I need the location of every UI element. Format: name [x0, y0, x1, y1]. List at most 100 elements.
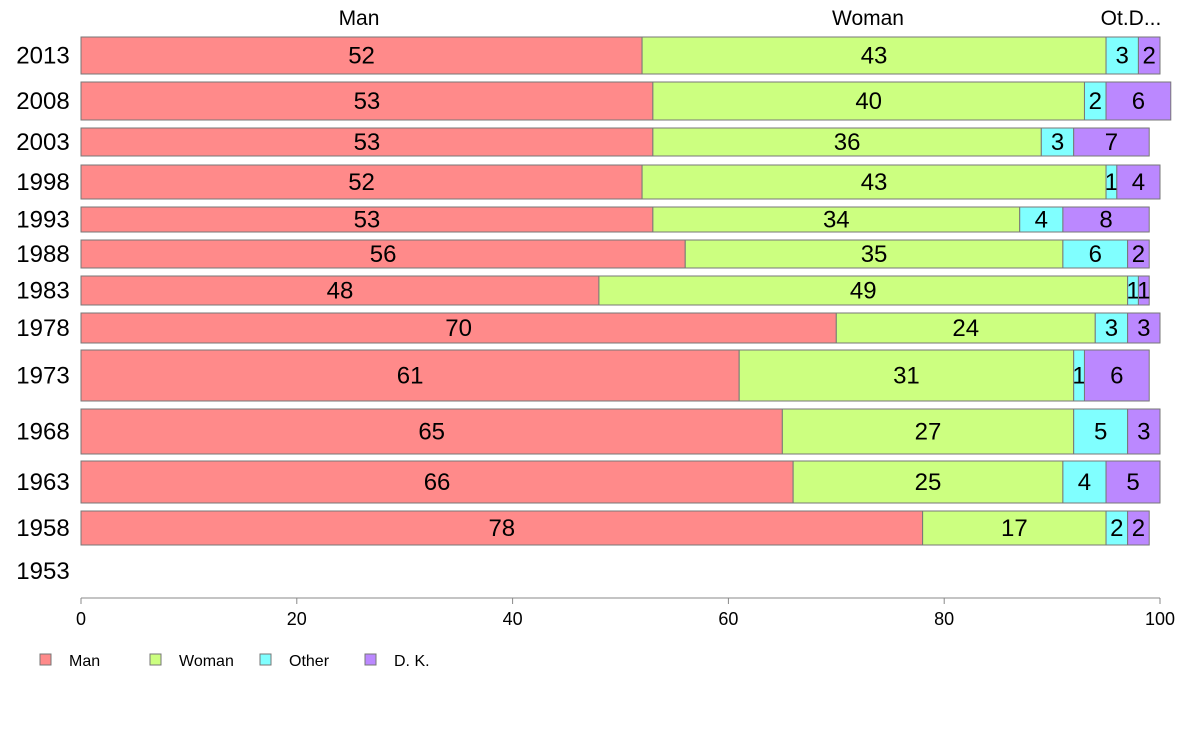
data-label-1968-other: 5 [1094, 419, 1107, 446]
bar-2003-man [80, 127, 654, 157]
data-label-1963-man: 66 [424, 469, 451, 496]
data-label-1978-other: 3 [1105, 315, 1118, 342]
bar-1968-man [80, 408, 783, 455]
year-label-1978: 1978 [16, 315, 69, 342]
legend-swatch-other [259, 653, 272, 666]
year-label-2008: 2008 [16, 88, 69, 115]
data-label-1958-other: 2 [1110, 515, 1123, 542]
data-label-1973-other: 1 [1072, 363, 1085, 390]
data-label-1998-other: 1 [1105, 169, 1118, 196]
data-label-2008-dk: 6 [1132, 88, 1145, 115]
data-label-1983-other: 1 [1126, 278, 1139, 305]
x-axis: 0 20 40 60 80 100 [76, 597, 1175, 629]
data-label-2013-other: 3 [1116, 43, 1129, 70]
data-label-1958-man: 78 [488, 515, 515, 542]
data-label-1978-woman: 24 [952, 315, 979, 342]
data-label-2013-dk: 2 [1143, 43, 1156, 70]
top-label-1: Man [339, 7, 380, 30]
data-label-1978-dk: 3 [1137, 315, 1150, 342]
top-label-3: Ot.D... [1101, 7, 1162, 30]
year-label-1993: 1993 [16, 207, 69, 234]
data-label-1973-dk: 6 [1110, 363, 1123, 390]
year-label-1953: 1953 [16, 558, 69, 585]
data-label-1983-woman: 49 [850, 278, 877, 305]
x-tick-label-80: 80 [934, 609, 954, 629]
data-label-1998-man: 52 [348, 169, 375, 196]
bar-1993-man [80, 206, 654, 233]
bar-1963-dk [1105, 460, 1161, 504]
bar-1963-woman [792, 460, 1064, 504]
x-tick-label-60: 60 [718, 609, 738, 629]
data-label-1988-man: 56 [370, 241, 397, 268]
top-label-2: Woman [832, 7, 904, 30]
bar-2008-man [80, 81, 654, 121]
data-label-1998-dk: 4 [1132, 169, 1145, 196]
bars-area: 52 43 3 253 40 2 653 36 3 752 43 1 453 34 4 856 35 6 248 49… [80, 36, 1172, 546]
bar-1963-man [80, 460, 794, 504]
data-label-1963-other: 4 [1078, 469, 1091, 496]
bar-2008-woman [652, 81, 1085, 121]
bar-1998-dk [1116, 164, 1161, 200]
legend-swatch-dk [364, 653, 377, 666]
bar-2013-dk [1137, 36, 1161, 75]
data-label-1958-woman: 17 [1001, 515, 1028, 542]
x-tick-label-0: 0 [76, 609, 86, 629]
bar-1998-man [80, 164, 643, 200]
bar-1978-man [80, 312, 837, 344]
year-label-1988: 1988 [16, 241, 69, 268]
bar-1993-woman [652, 206, 1021, 233]
bar-1973-dk [1083, 349, 1150, 402]
bar-1973-woman [738, 349, 1075, 402]
data-label-1988-other: 6 [1089, 241, 1102, 268]
bar-2008-dk [1105, 81, 1172, 121]
legend-label-other: Other [289, 653, 330, 670]
data-label-1968-dk: 3 [1137, 419, 1150, 446]
year-label-1968: 1968 [16, 419, 69, 446]
year-label-2013: 2013 [16, 43, 69, 70]
top-column-labels: Man Woman Ot.D... [339, 7, 1162, 30]
bar-1983-dk [1137, 275, 1150, 306]
data-label-2008-man: 53 [354, 88, 381, 115]
bar-2003-other [1040, 127, 1075, 157]
bar-1988-man [80, 239, 686, 269]
legend: Man Woman Other D. K. [39, 653, 430, 670]
bar-1998-woman [641, 164, 1107, 200]
legend-swatch-man [39, 653, 52, 666]
year-label-1983: 1983 [16, 278, 69, 305]
legend-label-man: Man [69, 653, 100, 670]
data-label-1963-dk: 5 [1126, 469, 1139, 496]
legend-label-dk: D. K. [394, 653, 430, 670]
bar-1968-dk [1127, 408, 1161, 455]
bar-1983-woman [598, 275, 1129, 306]
year-label-1998: 1998 [16, 169, 69, 196]
legend-label-woman: Woman [179, 653, 234, 670]
data-label-1968-woman: 27 [915, 419, 942, 446]
data-label-2003-woman: 36 [834, 129, 861, 156]
bar-1993-dk [1062, 206, 1150, 233]
data-label-2013-woman: 43 [861, 43, 888, 70]
bar-1958-dk [1127, 510, 1150, 546]
bar-1993-other [1019, 206, 1064, 233]
bar-1968-other [1073, 408, 1129, 455]
bar-2003-woman [652, 127, 1042, 157]
x-tick-label-100: 100 [1145, 609, 1175, 629]
data-label-1958-dk: 2 [1132, 515, 1145, 542]
bar-2003-dk [1073, 127, 1150, 157]
bar-1968-woman [781, 408, 1075, 455]
legend-swatch-woman [149, 653, 162, 666]
bar-1988-dk [1127, 239, 1150, 269]
data-label-1993-woman: 34 [823, 207, 850, 234]
data-label-2003-other: 3 [1051, 129, 1064, 156]
year-label-1963: 1963 [16, 469, 69, 496]
bar-1958-woman [922, 510, 1107, 546]
x-tick-label-40: 40 [503, 609, 523, 629]
bar-2013-other [1105, 36, 1139, 75]
data-label-1963-woman: 25 [915, 469, 942, 496]
data-label-1993-other: 4 [1035, 207, 1048, 234]
data-label-1993-man: 53 [354, 207, 381, 234]
data-label-1998-woman: 43 [861, 169, 888, 196]
data-label-1983-dk: 1 [1137, 278, 1150, 305]
data-label-2003-man: 53 [354, 129, 381, 156]
data-label-1983-man: 48 [327, 278, 354, 305]
